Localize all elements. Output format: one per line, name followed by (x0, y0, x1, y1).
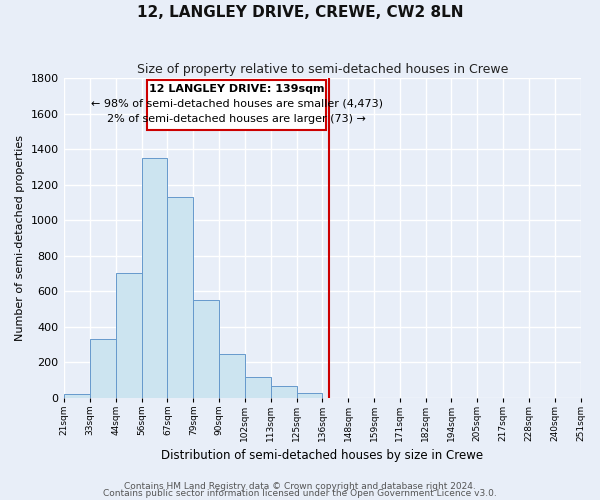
Title: Size of property relative to semi-detached houses in Crewe: Size of property relative to semi-detach… (137, 62, 508, 76)
Bar (64, 394, 90, 398)
Bar (296, 394, 322, 398)
Bar (116, 274, 142, 398)
Bar (193, 300, 219, 398)
Bar (90, 339, 116, 398)
Bar (167, 197, 193, 398)
Y-axis label: Number of semi-detached properties: Number of semi-detached properties (15, 135, 25, 341)
Bar (271, 386, 296, 398)
Text: 12, LANGLEY DRIVE, CREWE, CW2 8LN: 12, LANGLEY DRIVE, CREWE, CW2 8LN (137, 5, 463, 20)
FancyBboxPatch shape (147, 80, 326, 130)
Text: Contains public sector information licensed under the Open Government Licence v3: Contains public sector information licen… (103, 489, 497, 498)
X-axis label: Distribution of semi-detached houses by size in Crewe: Distribution of semi-detached houses by … (161, 450, 484, 462)
Text: Contains HM Land Registry data © Crown copyright and database right 2024.: Contains HM Land Registry data © Crown c… (124, 482, 476, 491)
Bar (142, 158, 167, 398)
Text: 2% of semi-detached houses are larger (73) →: 2% of semi-detached houses are larger (7… (107, 114, 366, 124)
Bar (219, 354, 245, 398)
Bar (245, 376, 271, 398)
Text: ← 98% of semi-detached houses are smaller (4,473): ← 98% of semi-detached houses are smalle… (91, 99, 383, 109)
Text: 12 LANGLEY DRIVE: 139sqm: 12 LANGLEY DRIVE: 139sqm (149, 84, 324, 94)
